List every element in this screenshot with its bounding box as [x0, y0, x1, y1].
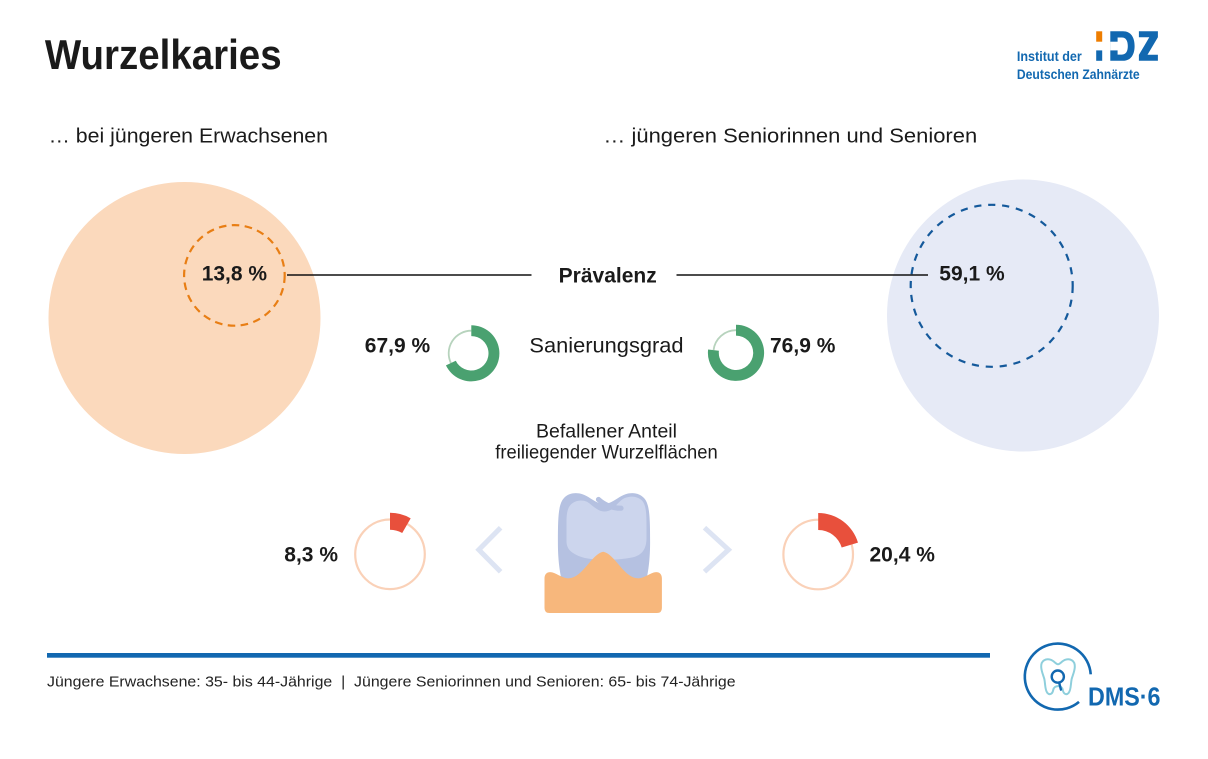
svg-text:DMS·6: DMS·6 — [1088, 683, 1161, 711]
svg-text:Sanierungsgrad: Sanierungsgrad — [529, 334, 683, 358]
svg-text:67,9 %: 67,9 % — [365, 335, 431, 358]
svg-text:Institut der: Institut der — [1017, 49, 1083, 64]
svg-text:Wurzelkaries: Wurzelkaries — [45, 31, 282, 78]
svg-text:… bei jüngeren Erwachsenen: … bei jüngeren Erwachsenen — [49, 125, 328, 148]
svg-text:Deutschen Zahnärzte: Deutschen Zahnärzte — [1017, 67, 1140, 82]
svg-text:Jüngere Erwachsene: 35- bis 44: Jüngere Erwachsene: 35- bis 44-Jährige |… — [47, 674, 736, 691]
svg-text:Prävalenz: Prävalenz — [559, 264, 657, 287]
svg-text:20,4 %: 20,4 % — [870, 543, 936, 566]
svg-text:freiliegender Wurzelflächen: freiliegender Wurzelflächen — [495, 442, 717, 464]
svg-text:13,8 %: 13,8 % — [202, 263, 268, 286]
svg-text:Befallener Anteil: Befallener Anteil — [536, 421, 677, 443]
svg-text:… jüngeren Seniorinnen und Sen: … jüngeren Seniorinnen und Senioren — [603, 125, 977, 148]
svg-text:59,1 %: 59,1 % — [939, 263, 1005, 286]
svg-text:76,9 %: 76,9 % — [770, 335, 836, 358]
svg-text:8,3 %: 8,3 % — [284, 543, 338, 566]
